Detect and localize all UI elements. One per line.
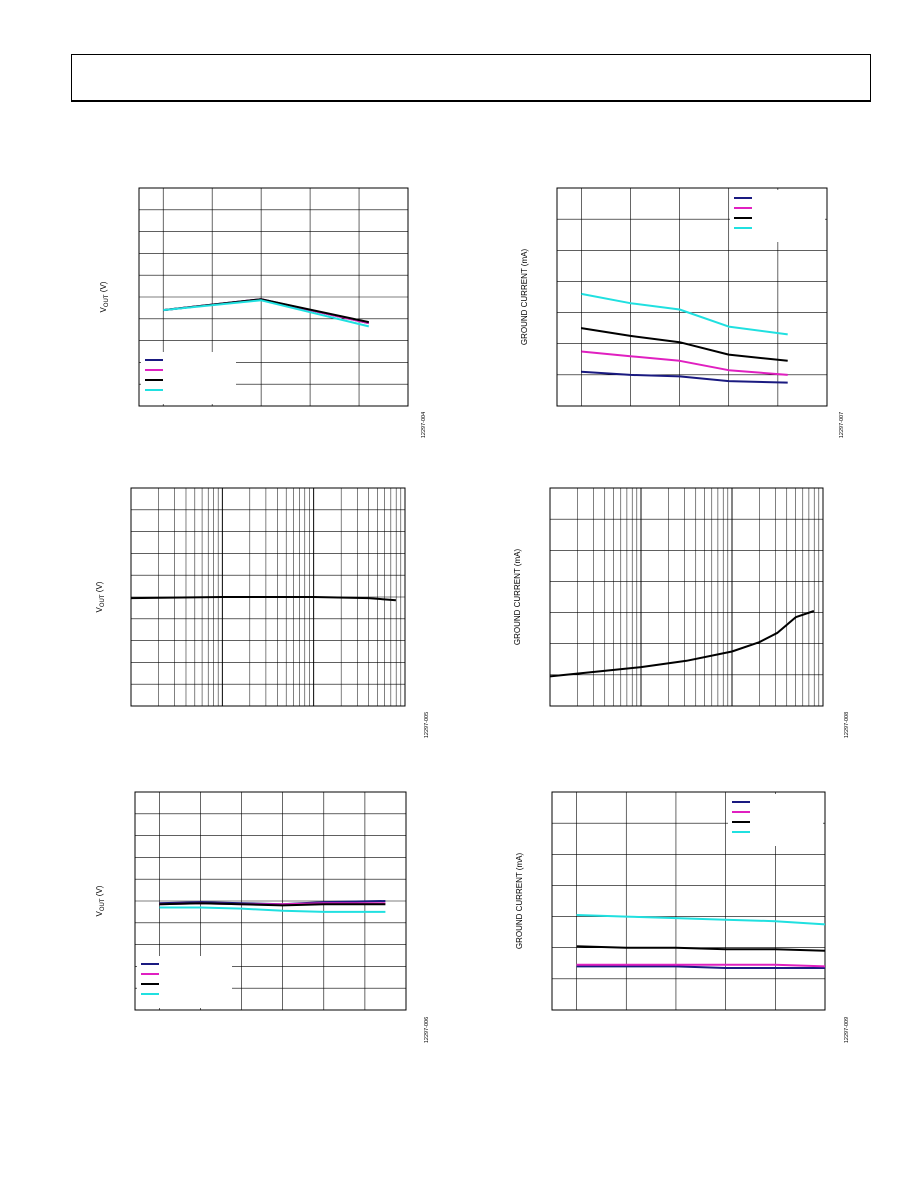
chart-vout-vs-vin-series-2 (159, 902, 386, 907)
chart-ground-current-vs-vin-series-0 (576, 965, 825, 969)
chart-ground-current-vs-vin-ylabel: GROUND CURRENT (mA) (515, 853, 524, 950)
chart-vout-vs-temp-ylabel: VOUT (V) (99, 281, 110, 312)
chart-ground-current-vs-load-series-0 (549, 610, 815, 678)
chart-ground-current-vs-vin-figure-id: 12297-009 (844, 1017, 850, 1043)
chart-vout-vs-vin-series-3 (159, 906, 386, 913)
chart-ground-current-vs-vin-series-2 (576, 945, 826, 952)
chart-ground-current-vs-temp-series-3 (581, 292, 788, 336)
chart-vout-vs-load-series-0 (130, 596, 396, 602)
chart-ground-current-vs-vin-series-3 (576, 914, 826, 926)
chart-ground-current-vs-temp-ylabel: GROUND CURRENT (mA) (520, 249, 529, 346)
chart-ground-current-vs-vin-frame (551, 791, 826, 1011)
page-header-box (71, 54, 871, 102)
chart-vout-vs-temp-series-3 (163, 299, 370, 328)
chart-ground-current-vs-load-frame (549, 487, 824, 707)
chart-ground-current-vs-load-figure-id: 12297-008 (844, 712, 850, 738)
chart-ground-current-vs-vin-series-1 (576, 963, 826, 968)
chart-vout-vs-vin-ylabel: VOUT (V) (95, 885, 106, 916)
chart-ground-current-vs-temp-series-0 (581, 370, 788, 384)
chart-vout-vs-load-figure-id: 12297-005 (424, 712, 430, 738)
chart-vout-vs-load-ylabel: VOUT (V) (95, 581, 106, 612)
chart-ground-current-vs-temp-series-1 (581, 350, 788, 376)
chart-ground-current-vs-temp-series-2 (581, 327, 788, 362)
chart-ground-current-vs-temp-frame (556, 187, 828, 407)
chart-ground-current-vs-load-ylabel: GROUND CURRENT (mA) (513, 549, 522, 646)
chart-vout-vs-vin-figure-id: 12297-006 (424, 1017, 430, 1043)
chart-ground-current-vs-temp-figure-id: 12297-007 (839, 412, 845, 438)
chart-vout-vs-temp-figure-id: 12297-004 (421, 412, 427, 438)
